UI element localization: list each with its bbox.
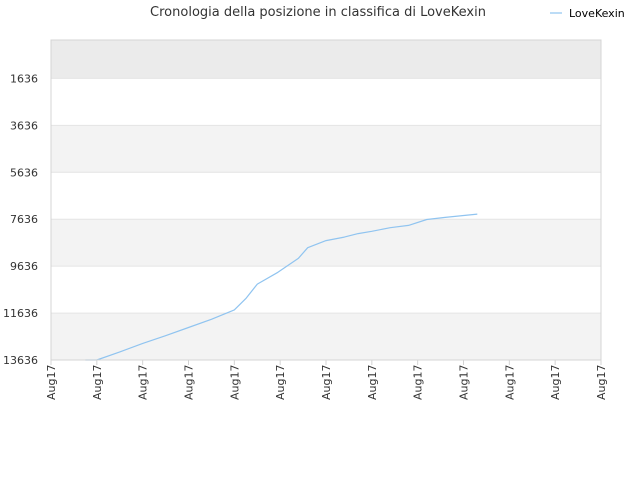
x-tick-label: Aug17 bbox=[45, 365, 58, 400]
y-tick-label: 3636 bbox=[10, 119, 38, 132]
background-band bbox=[51, 172, 601, 220]
x-tick-label: Aug17 bbox=[137, 365, 150, 400]
axes bbox=[50, 39, 602, 365]
background-band bbox=[51, 78, 601, 126]
x-axis-labels: Aug17 Aug17 Aug17 Aug17 Aug17 Aug17 Aug17 Aug17… bbox=[45, 365, 608, 400]
background-band bbox=[51, 125, 601, 173]
background-band bbox=[51, 313, 601, 360]
chart-title: Cronologia della posizione in classifica… bbox=[150, 5, 486, 20]
series-line bbox=[85, 213, 478, 361]
x-tick-label: Aug17 bbox=[458, 365, 471, 400]
y-tick-label: 7636 bbox=[10, 213, 38, 226]
background-band bbox=[51, 40, 601, 79]
x-tick-label: Aug17 bbox=[595, 365, 608, 400]
x-tick-label: Aug17 bbox=[91, 365, 104, 400]
x-tick-label: Aug17 bbox=[228, 365, 241, 400]
y-tick-label: 13636 bbox=[3, 354, 38, 367]
x-tick-label: Aug17 bbox=[366, 365, 379, 400]
background-band bbox=[51, 219, 601, 267]
background-bands bbox=[51, 40, 601, 360]
x-tick-label: Aug17 bbox=[274, 365, 287, 400]
y-tick-label: 5636 bbox=[10, 166, 38, 179]
y-tick-label: 1636 bbox=[10, 72, 38, 85]
legend-label: LoveKexin bbox=[569, 7, 625, 20]
y-tick-label: 11636 bbox=[3, 307, 38, 320]
x-tick-label: Aug17 bbox=[412, 365, 425, 400]
x-tick-label: Aug17 bbox=[183, 365, 196, 400]
legend[interactable]: LoveKexin bbox=[550, 7, 625, 20]
x-tick-label: Aug17 bbox=[549, 365, 562, 400]
series-layer bbox=[85, 213, 478, 361]
x-tick-label: Aug17 bbox=[503, 365, 516, 400]
x-tick-label: Aug17 bbox=[320, 365, 333, 400]
y-tick-label: 9636 bbox=[10, 260, 38, 273]
background-band bbox=[51, 266, 601, 314]
y-axis-labels: 1636 3636 5636 7636 9636 11636 13636 bbox=[3, 72, 38, 367]
